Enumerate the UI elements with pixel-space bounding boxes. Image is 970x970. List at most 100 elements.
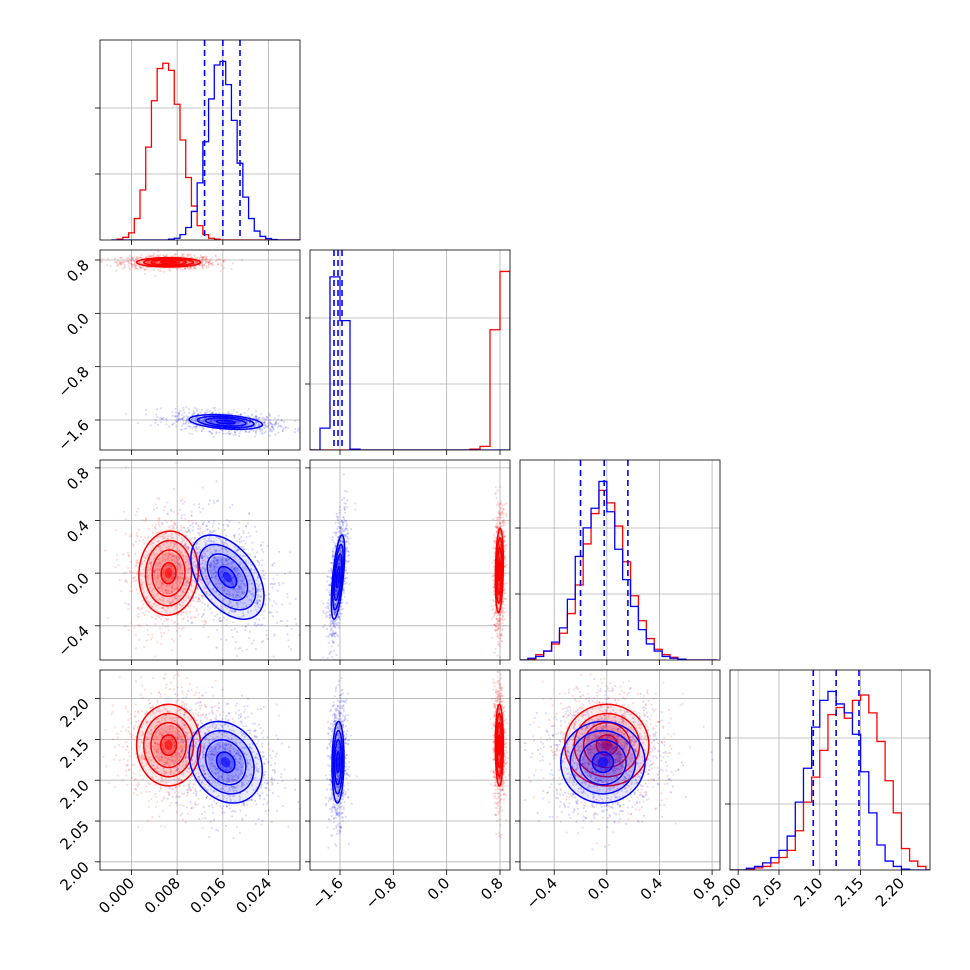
scatter-point-blue [271,586,274,589]
scatter-point-blue [236,570,239,573]
scatter-point-blue [281,426,284,428]
scatter-point-red [491,561,494,564]
pair-panel-2-1 [305,459,511,665]
scatter-point-red [177,567,179,570]
scatter-point-red [100,260,102,263]
scatter-point-blue [211,432,213,434]
scatter-point-blue [238,548,241,550]
scatter-point-blue [241,591,243,593]
scatter-point-red [200,557,203,560]
scatter-point-blue [217,499,219,502]
scatter-point-red [140,600,143,602]
scatter-point-blue [238,421,241,424]
scatter-point-blue [210,576,213,579]
scatter-point-blue [259,596,262,598]
scatter-point-red [497,528,500,531]
scatter-point-blue [232,594,235,597]
scatter-point-red [179,553,182,556]
scatter-point-blue [247,431,250,433]
scatter-point-blue [251,414,254,417]
scatter-point-red [134,265,137,268]
scatter-point-blue [245,559,247,562]
scatter-point-red [153,538,156,541]
scatter-point-blue [206,422,209,425]
scatter-point-blue [254,424,256,427]
scatter-point-red [129,534,132,537]
scatter-point-red [495,612,497,615]
scatter-point-red [195,577,198,580]
scatter-point-red [154,571,156,573]
scatter-point-blue [270,422,272,425]
scatter-point-red [153,261,156,264]
scatter-point-blue [218,412,221,415]
scatter-point-blue [170,594,173,596]
scatter-point-red [498,614,501,617]
scatter-point-blue [239,572,242,575]
scatter-point-blue [192,541,194,544]
scatter-point-red [183,587,185,590]
scatter-point-blue [236,411,238,414]
scatter-point-red [503,503,506,506]
scatter-point-blue [272,428,275,430]
scatter-point-blue [178,562,181,565]
scatter-point-red [500,537,502,539]
scatter-point-blue [256,588,258,591]
scatter-point-red [180,572,183,575]
scatter-point-red [163,509,165,512]
scatter-point-blue [207,563,210,566]
scatter-point-red [153,256,156,259]
scatter-point-blue [189,524,191,527]
scatter-point-red [129,262,132,265]
scatter-point-blue [176,560,178,563]
scatter-point-blue [231,610,234,612]
scatter-point-blue [192,599,195,602]
scatter-point-red [193,266,196,269]
scatter-point-blue [339,540,342,543]
scatter-point-red [193,259,196,262]
scatter-point-red [204,620,207,623]
scatter-point-blue [235,566,238,569]
scatter-point-red [173,609,176,612]
scatter-point-red [192,598,194,601]
scatter-point-blue [193,561,195,564]
scatter-point-red [160,586,163,589]
scatter-point-red [193,616,196,619]
scatter-point-blue [181,417,184,420]
scatter-point-red [143,265,146,268]
scatter-point-red [499,618,501,621]
scatter-point-blue [236,567,239,570]
scatter-point-blue [215,578,218,580]
scatter-point-blue [245,430,247,433]
scatter-point-blue [236,574,238,576]
scatter-point-red [175,593,178,596]
scatter-point-red [167,535,169,538]
scatter-point-red [159,599,162,601]
scatter-point-blue [334,610,337,613]
scatter-point-blue [212,525,214,528]
scatter-point-red [159,548,162,550]
scatter-point-red [153,552,155,555]
scatter-point-red [151,593,154,596]
scatter-point-blue [257,600,259,603]
scatter-point-blue [212,419,214,422]
scatter-point-red [156,535,159,538]
scatter-point-red [147,253,150,256]
scatter-point-blue [253,569,256,571]
scatter-point-red [187,594,190,597]
scatter-point-red [186,568,189,571]
scatter-point-red [179,552,181,555]
scatter-point-red [146,600,149,603]
scatter-point-red [187,262,189,265]
scatter-point-blue [344,535,347,537]
scatter-point-blue [188,408,190,410]
scatter-point-blue [209,529,211,532]
scatter-point-red [188,261,191,264]
scatter-point-red [175,267,177,270]
scatter-point-red [180,526,183,529]
scatter-point-red [498,593,501,596]
scatter-point-red [132,257,134,260]
scatter-point-blue [231,597,234,599]
scatter-point-blue [238,521,240,524]
scatter-point-blue [209,564,212,567]
scatter-point-blue [201,555,203,558]
